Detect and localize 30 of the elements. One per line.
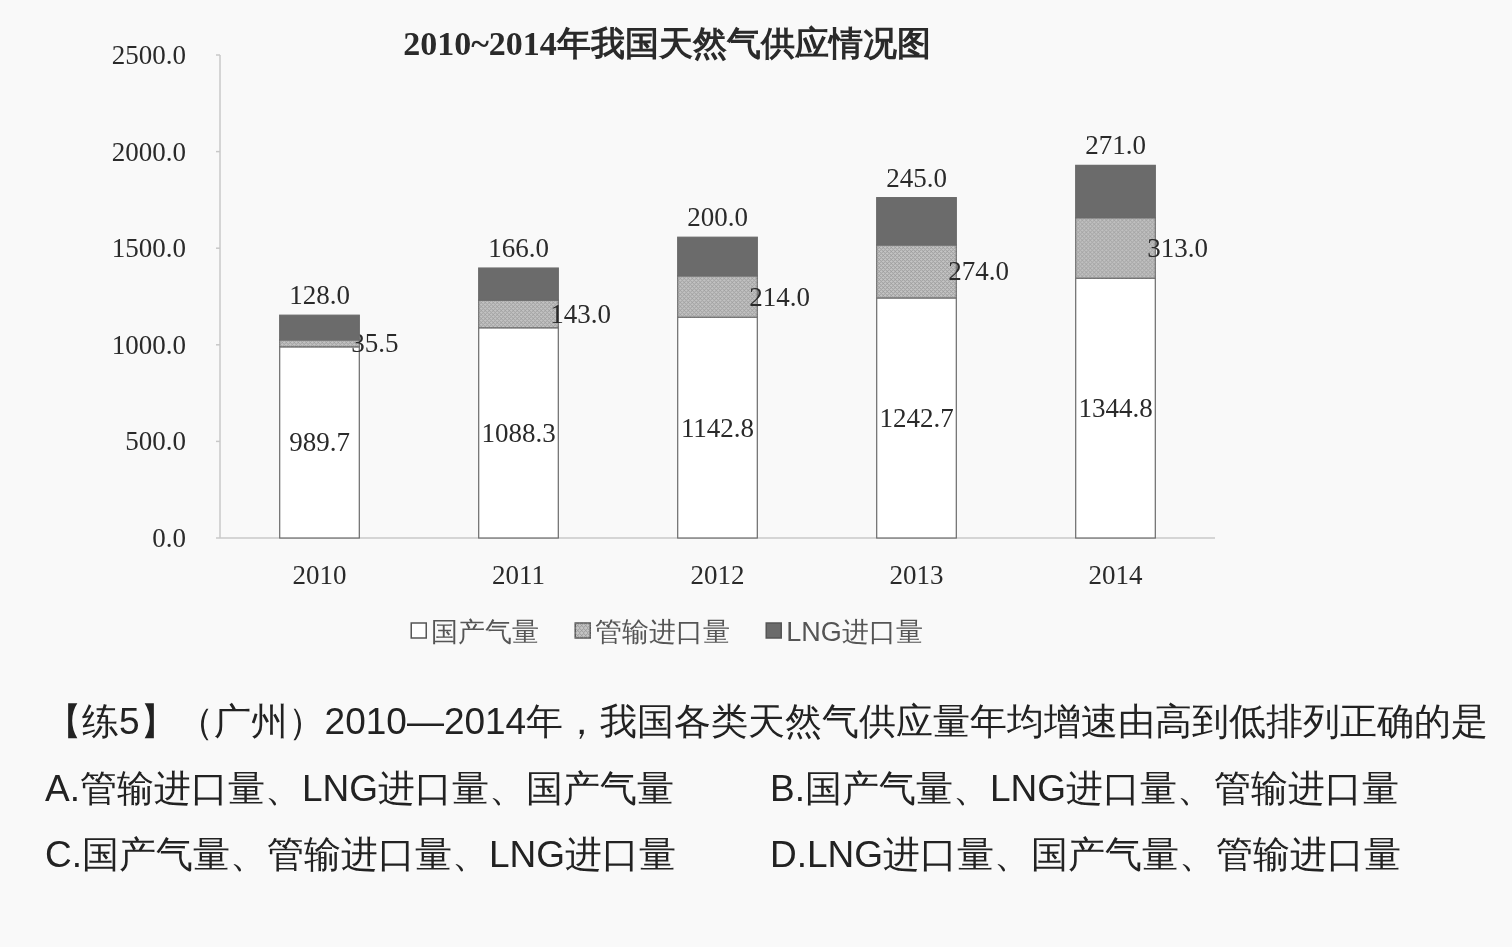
- data-label: 200.0: [687, 202, 748, 233]
- annotation: D.LNG进口量、国产气量、管输进口量: [770, 834, 1402, 875]
- x-tick-label: 2010: [292, 560, 347, 590]
- annotation: B.国产气量、LNG进口量、管输进口量: [770, 768, 1400, 809]
- chart-title: 2010~2014年我国天然气供应情况图: [403, 25, 931, 62]
- data-label: 1242.7: [879, 402, 954, 433]
- y-tick-label: 2000.0: [111, 136, 186, 167]
- annotation: 【练5】（广州）2010—2014年，我国各类天然气供应量年均增速由高到低排列正确的是: [45, 701, 1489, 742]
- y-tick-label: 2500.0: [111, 40, 186, 70]
- legend-label: LNG进口量: [786, 617, 923, 647]
- data-label: 128.0: [289, 280, 350, 311]
- legend-label: 国产气量: [431, 617, 540, 647]
- x-tick-label: 2014: [1088, 560, 1143, 590]
- data-label: 989.7: [289, 427, 350, 458]
- y-tick-label: 0.0: [152, 523, 186, 553]
- x-tick-label: 2013: [889, 560, 944, 590]
- data-label: 1142.8: [680, 412, 755, 443]
- x-tick-label: 2011: [492, 560, 545, 590]
- data-label: 271.0: [1085, 130, 1146, 161]
- data-label: 1344.8: [1078, 393, 1153, 424]
- annotation: A.管输进口量、LNG进口量、国产气量: [45, 768, 675, 809]
- y-tick-label: 1500.0: [111, 233, 186, 264]
- data-label: 245.0: [886, 162, 947, 193]
- y-tick-label: 500.0: [125, 426, 186, 457]
- y-tick-label: 1000.0: [111, 329, 186, 360]
- data-label: 1088.3: [481, 417, 556, 448]
- annotation: C.国产气量、管输进口量、LNG进口量: [45, 834, 677, 875]
- x-tick-label: 2012: [690, 560, 745, 590]
- data-label: 166.0: [488, 233, 549, 264]
- legend-label: 管输进口量: [595, 617, 731, 647]
